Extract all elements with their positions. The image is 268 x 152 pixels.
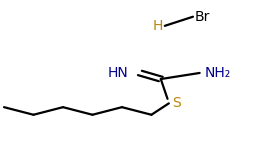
Text: HN: HN [108,66,129,80]
Text: NH₂: NH₂ [205,66,231,80]
Text: Br: Br [194,10,210,24]
Text: S: S [172,96,181,110]
Text: H: H [152,19,163,33]
